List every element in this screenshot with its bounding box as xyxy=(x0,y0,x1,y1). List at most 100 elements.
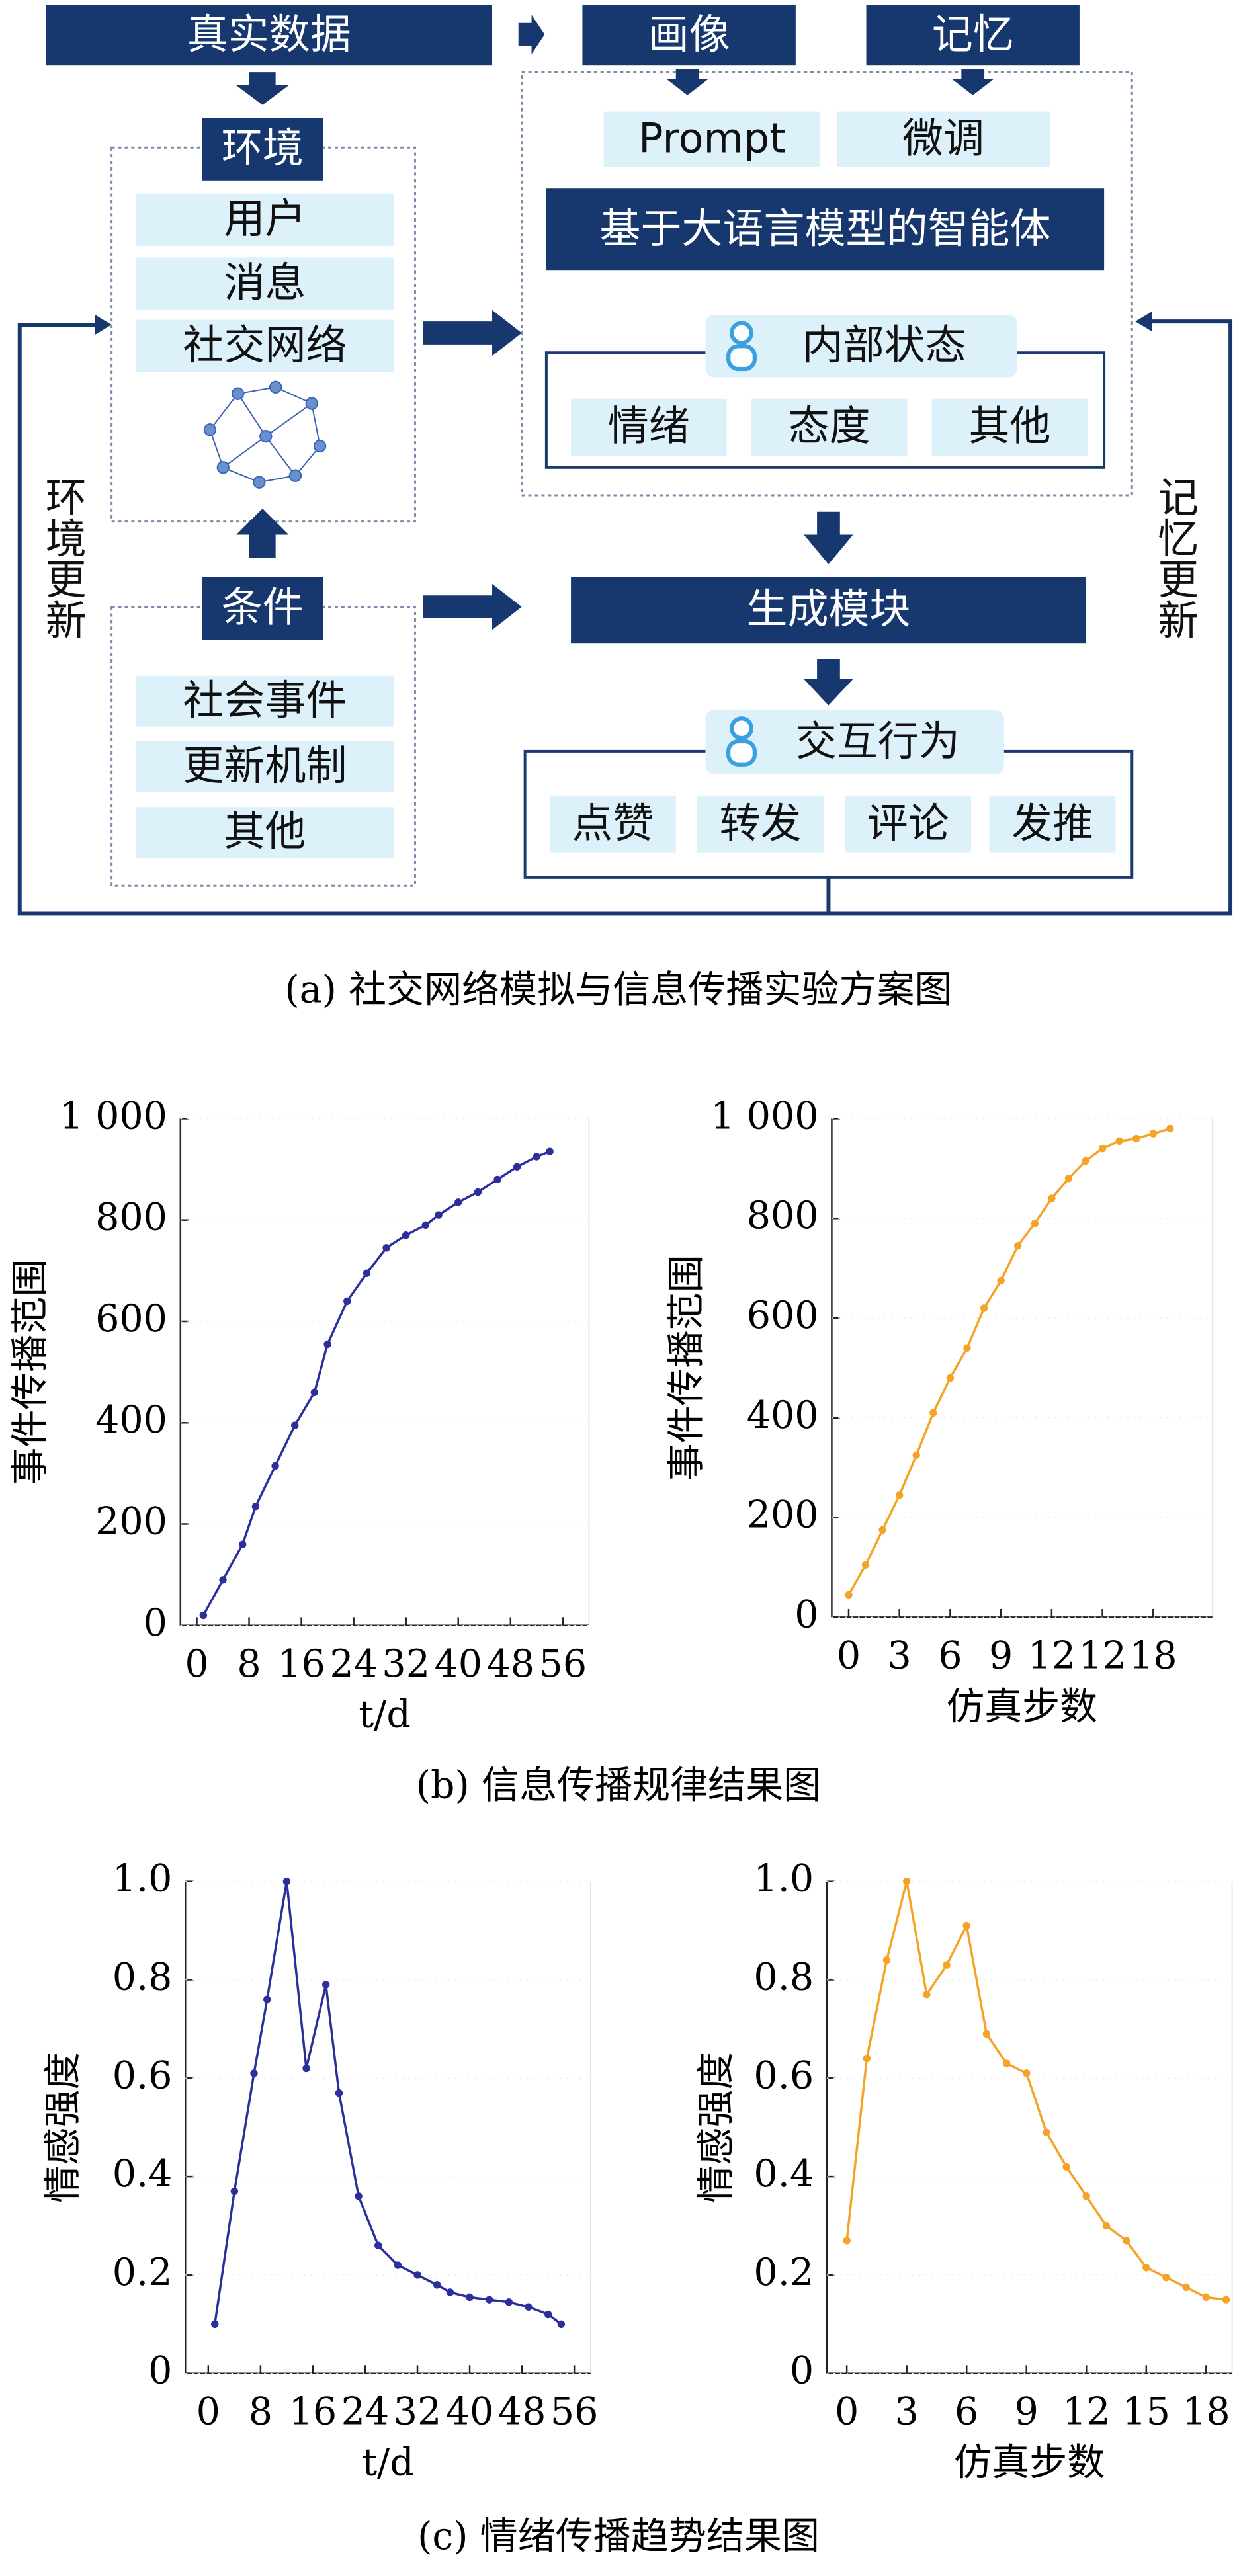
point xyxy=(238,1540,247,1548)
x-axis-label: t/d xyxy=(362,2441,414,2485)
box xyxy=(546,188,1105,271)
box-label: 微调 xyxy=(902,114,984,162)
x-tick-label: 12 xyxy=(1078,1634,1127,1677)
point xyxy=(1166,1124,1174,1133)
arrow xyxy=(423,310,522,356)
env-update-line xyxy=(17,323,831,916)
y-axis-label: 事件传播范围 xyxy=(665,1255,708,1481)
y-tick-label: 1 000 xyxy=(710,1094,818,1138)
box xyxy=(866,5,1080,66)
box-label: 基于大语言模型的智能体 xyxy=(599,204,1050,253)
point xyxy=(211,2320,219,2329)
y-tick-label: 0 xyxy=(148,2349,172,2393)
point xyxy=(251,1502,260,1511)
box xyxy=(202,118,323,181)
box-label: 画像 xyxy=(648,10,730,58)
point xyxy=(1043,2128,1050,2136)
point xyxy=(1023,2069,1031,2077)
person-icon xyxy=(726,344,757,372)
point xyxy=(343,1297,351,1306)
box-label: 环境 xyxy=(222,124,304,172)
box-label: 其他 xyxy=(968,402,1050,450)
x-tick-label: 15 xyxy=(1123,2390,1171,2434)
point xyxy=(1202,2293,1211,2302)
box xyxy=(571,398,727,456)
box-label: 点赞 xyxy=(572,799,654,847)
box xyxy=(836,111,1050,167)
arrow xyxy=(236,72,289,105)
y-axis-label: 情感强度 xyxy=(41,2052,85,2203)
point xyxy=(263,1995,271,2003)
point xyxy=(1132,1134,1140,1143)
point xyxy=(321,1981,330,1989)
x-axis-label: 仿真步数 xyxy=(947,1684,1097,1728)
y-tick-label: 1 000 xyxy=(60,1094,167,1138)
box xyxy=(136,741,394,792)
x-axis-label: 仿真步数 xyxy=(954,2441,1105,2485)
point xyxy=(1182,2283,1190,2292)
y-tick-label: 0 xyxy=(794,1593,818,1636)
point xyxy=(525,2303,533,2311)
box xyxy=(136,257,394,310)
y-tick-label: 0.4 xyxy=(753,2152,814,2196)
arrow xyxy=(423,583,522,630)
point xyxy=(982,2030,991,2038)
box xyxy=(136,675,394,727)
point xyxy=(323,1340,331,1349)
point xyxy=(374,2241,382,2249)
point xyxy=(912,1451,920,1460)
env-update-label: 环境更新 xyxy=(38,476,87,640)
point xyxy=(219,1576,227,1584)
point xyxy=(1149,1130,1157,1138)
point xyxy=(1082,1157,1089,1165)
x-tick-label: 18 xyxy=(1129,1634,1177,1677)
y-tick-label: 400 xyxy=(95,1398,167,1442)
memory-update-line xyxy=(828,319,1233,916)
point xyxy=(923,1991,931,1999)
point xyxy=(363,1269,371,1277)
x-tick-label: 9 xyxy=(1015,2390,1039,2434)
box xyxy=(603,111,821,167)
point xyxy=(1102,2222,1111,2230)
point xyxy=(943,1961,951,1969)
caption: (c) 情绪传播趋势结果图 xyxy=(417,2514,820,2558)
y-tick-label: 0 xyxy=(790,2349,814,2393)
y-tick-label: 600 xyxy=(747,1294,819,1337)
y-tick-label: 0.8 xyxy=(112,1955,173,1999)
box xyxy=(751,398,908,456)
y-axis-label: 情感强度 xyxy=(694,2052,738,2203)
point xyxy=(413,2271,421,2279)
x-tick-label: 0 xyxy=(185,1642,208,1686)
point xyxy=(421,1221,430,1229)
x-tick-label: 12 xyxy=(1062,2390,1111,2434)
point xyxy=(1064,1175,1073,1183)
point xyxy=(843,2237,851,2245)
agent-container xyxy=(521,71,1133,497)
y-tick-label: 800 xyxy=(747,1194,819,1237)
point xyxy=(394,2261,402,2269)
y-tick-label: 0.4 xyxy=(112,2152,173,2196)
x-tick-label: 6 xyxy=(955,2390,978,2434)
arrowhead xyxy=(95,315,112,335)
x-tick-label: 3 xyxy=(888,1634,912,1677)
box-label: 更新机制 xyxy=(183,741,347,790)
point xyxy=(1222,2296,1230,2304)
box xyxy=(705,315,1017,378)
network-icon xyxy=(203,380,327,489)
x-tick-label: 40 xyxy=(446,2390,494,2434)
point xyxy=(963,1344,971,1352)
point xyxy=(1142,2264,1150,2272)
point xyxy=(493,1175,501,1184)
box xyxy=(202,577,323,640)
x-tick-label: 56 xyxy=(539,1642,587,1686)
x-tick-label: 9 xyxy=(989,1634,1013,1677)
y-tick-label: 0 xyxy=(144,1601,167,1645)
box-label: 社交网络 xyxy=(183,321,347,369)
point xyxy=(544,2310,552,2319)
point xyxy=(302,2064,310,2073)
point xyxy=(1002,2059,1011,2067)
x-tick-label: 8 xyxy=(249,2390,273,2434)
point xyxy=(1162,2273,1170,2282)
box xyxy=(571,577,1086,644)
